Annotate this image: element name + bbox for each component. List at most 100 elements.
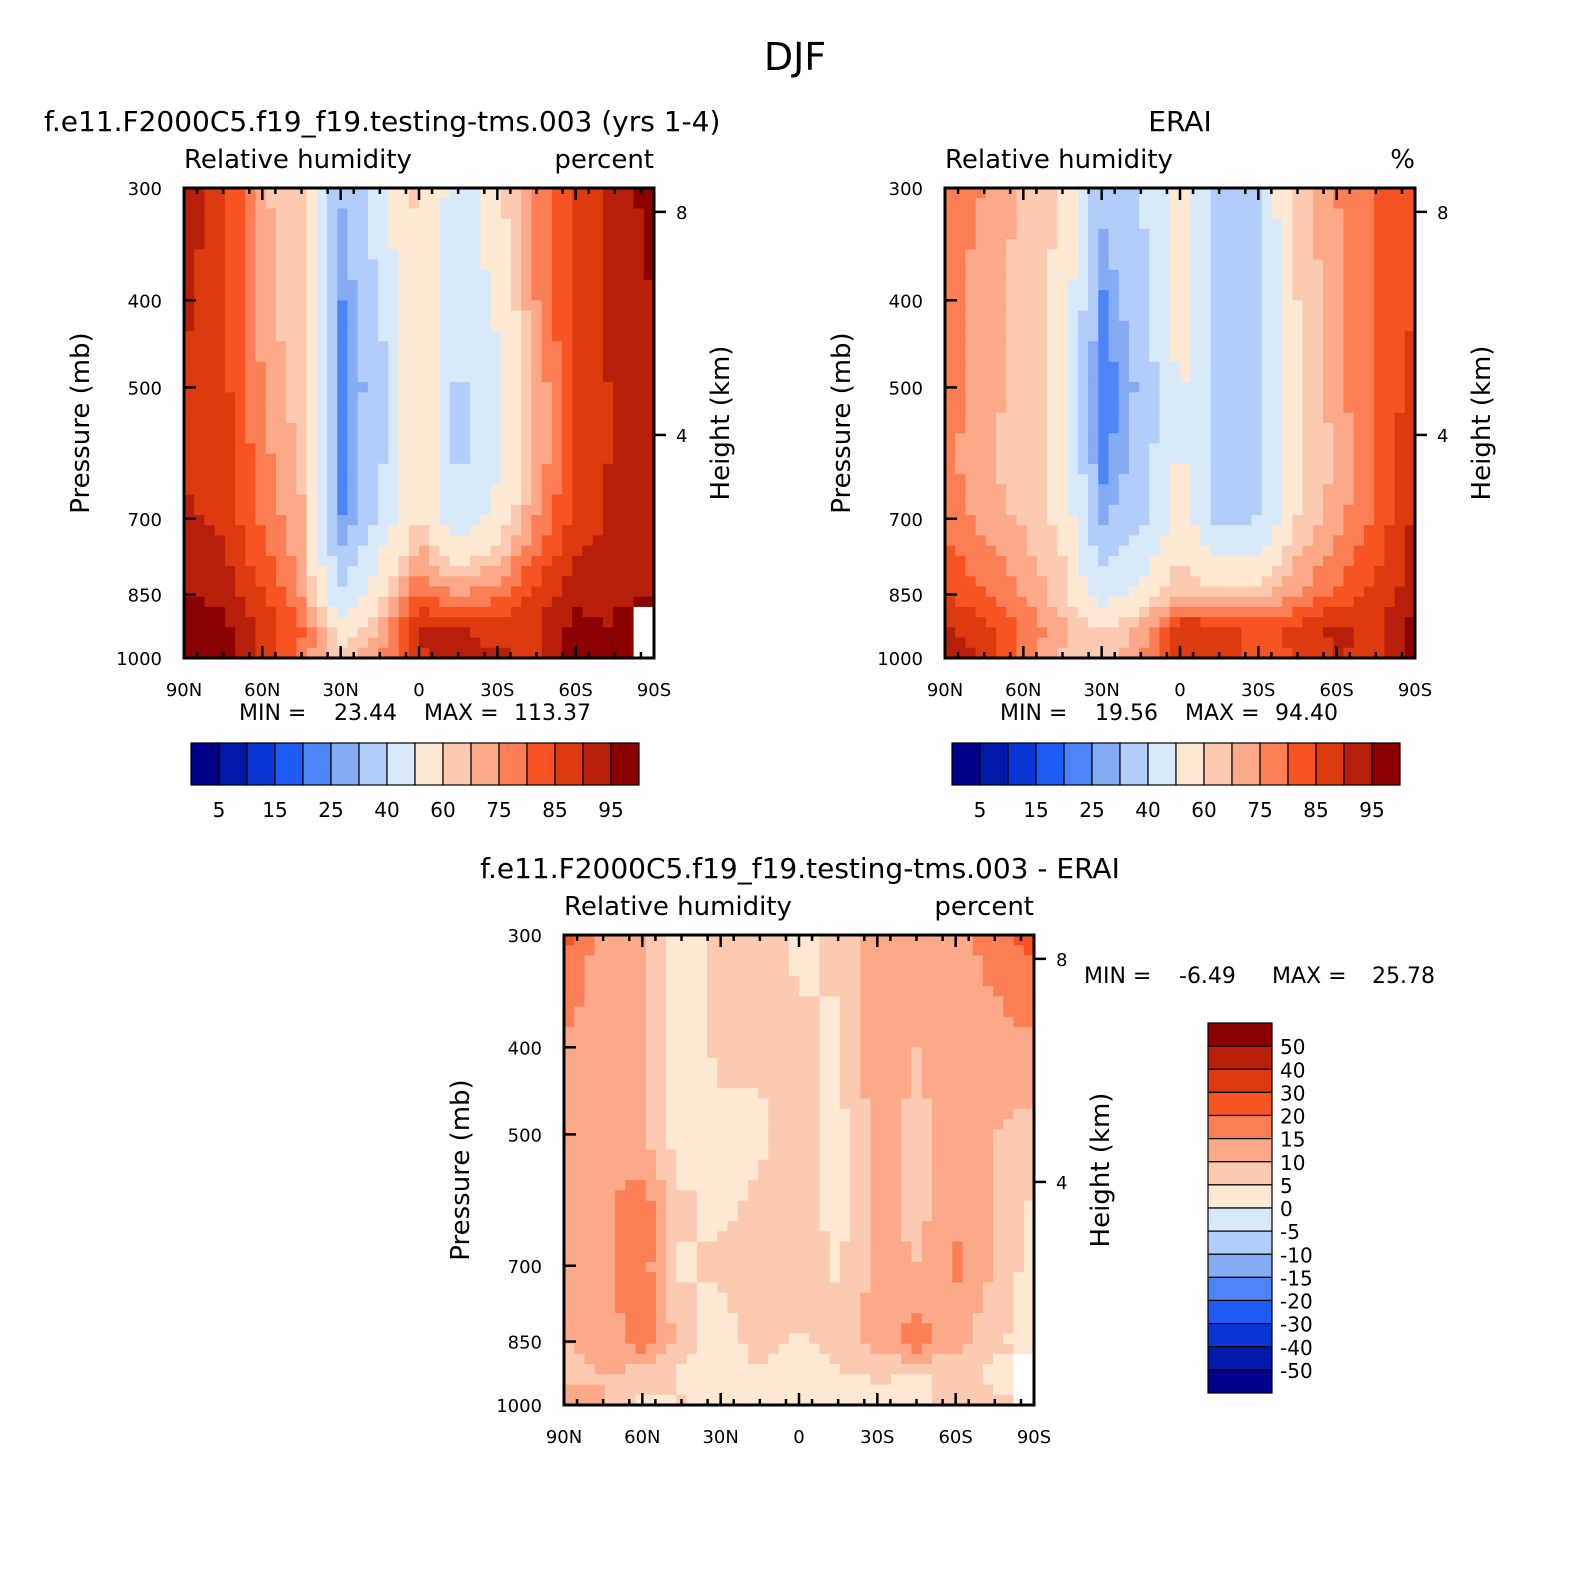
contour-cell — [327, 504, 338, 516]
contour-cell — [594, 1047, 606, 1059]
contour-cell — [398, 259, 410, 271]
contour-cell — [378, 341, 389, 353]
contour-cell — [531, 279, 543, 291]
contour-cell — [1323, 606, 1334, 618]
contour-cell — [357, 228, 369, 240]
contour-cell — [1016, 290, 1028, 301]
contour-cell — [747, 935, 759, 946]
contour-cell — [1282, 310, 1293, 322]
contour-cell — [1404, 504, 1416, 516]
contour-cell — [1271, 228, 1283, 240]
contour-cell — [419, 555, 430, 567]
contour-cell — [306, 555, 318, 567]
contour-cell — [799, 1026, 810, 1038]
contour-cell — [809, 965, 821, 977]
contour-cell — [1363, 463, 1375, 475]
contour-cell — [1333, 361, 1345, 373]
contour-cell — [275, 433, 287, 445]
contour-cell — [955, 198, 967, 210]
contour-cell — [696, 945, 708, 957]
contour-cell — [1220, 555, 1232, 567]
contour-cell — [1271, 606, 1283, 618]
contour-cell — [1057, 259, 1069, 271]
contour-cell — [1139, 341, 1150, 353]
contour-cell — [1200, 463, 1212, 475]
contour-cell — [1190, 474, 1202, 485]
contour-cell — [1036, 443, 1048, 455]
contour-cell — [890, 1047, 902, 1059]
contour-cell — [286, 617, 297, 628]
contour-cell — [1006, 617, 1018, 628]
contour-cell — [551, 300, 563, 312]
contour-cell — [541, 402, 553, 414]
contour-cell — [633, 412, 645, 424]
contour-cell — [1343, 596, 1355, 608]
contour-cell — [1353, 433, 1365, 445]
contour-cell — [1251, 576, 1263, 588]
contour-cell — [1088, 637, 1099, 649]
contour-cell — [1312, 647, 1324, 659]
contour-cell — [1159, 463, 1171, 475]
contour-cell — [1088, 269, 1099, 281]
contour-cell — [747, 1047, 759, 1059]
contour-cell — [1180, 412, 1191, 424]
contour-cell — [214, 525, 226, 536]
contour-cell — [480, 617, 492, 628]
contour-cell — [490, 576, 502, 588]
contour-cell — [1067, 555, 1079, 567]
contour-cell — [1088, 525, 1099, 536]
contour-cell — [500, 249, 512, 261]
contour-cell — [316, 566, 328, 577]
contour-cell — [265, 627, 277, 639]
contour-cell — [594, 935, 606, 946]
contour-cell — [1404, 351, 1416, 363]
contour-cell — [541, 279, 553, 291]
contour-cell — [286, 392, 297, 404]
contour-cell — [737, 975, 749, 987]
contour-cell — [921, 1026, 933, 1038]
contour-cell — [1200, 300, 1212, 312]
contour-cell — [1118, 535, 1130, 547]
contour-cell — [255, 228, 267, 240]
contour-cell — [1149, 637, 1161, 649]
contour-cell — [633, 351, 645, 363]
contour-cell — [480, 647, 492, 659]
contour-cell — [1231, 494, 1242, 506]
contour-cell — [952, 1006, 964, 1018]
contour-cell — [602, 402, 614, 414]
contour-cell — [480, 443, 492, 455]
contour-cell — [224, 382, 236, 393]
contour-cell — [1374, 423, 1385, 434]
contour-cell — [204, 300, 216, 312]
contour-cell — [952, 1037, 964, 1048]
contour-cell — [965, 361, 977, 373]
contour-cell — [686, 1006, 698, 1018]
contour-cell — [1200, 545, 1212, 557]
x-tick-label: 90S — [1398, 680, 1432, 701]
contour-cell — [602, 617, 614, 628]
contour-cell — [1149, 525, 1161, 536]
contour-cell — [613, 249, 624, 261]
contour-cell — [398, 627, 410, 639]
contour-cell — [306, 566, 318, 577]
contour-cell — [985, 474, 997, 485]
contour-cell — [921, 986, 933, 997]
contour-cell — [945, 218, 956, 230]
contour-cell — [1343, 433, 1355, 445]
contour-cell — [1023, 1006, 1035, 1018]
contour-cell — [1088, 484, 1099, 496]
contour-cell — [449, 412, 461, 424]
contour-cell — [194, 606, 206, 618]
contour-cell — [459, 279, 471, 291]
contour-cell — [1026, 228, 1038, 240]
contour-cell — [1323, 627, 1334, 639]
contour-cell — [985, 514, 997, 526]
contour-cell — [1251, 208, 1263, 220]
contour-cell — [265, 392, 277, 404]
contour-cell — [1363, 566, 1375, 577]
contour-cell — [1200, 402, 1212, 414]
contour-cell — [449, 269, 461, 281]
contour-cell — [429, 504, 441, 516]
contour-cell — [758, 955, 769, 967]
contour-cell — [633, 208, 645, 220]
